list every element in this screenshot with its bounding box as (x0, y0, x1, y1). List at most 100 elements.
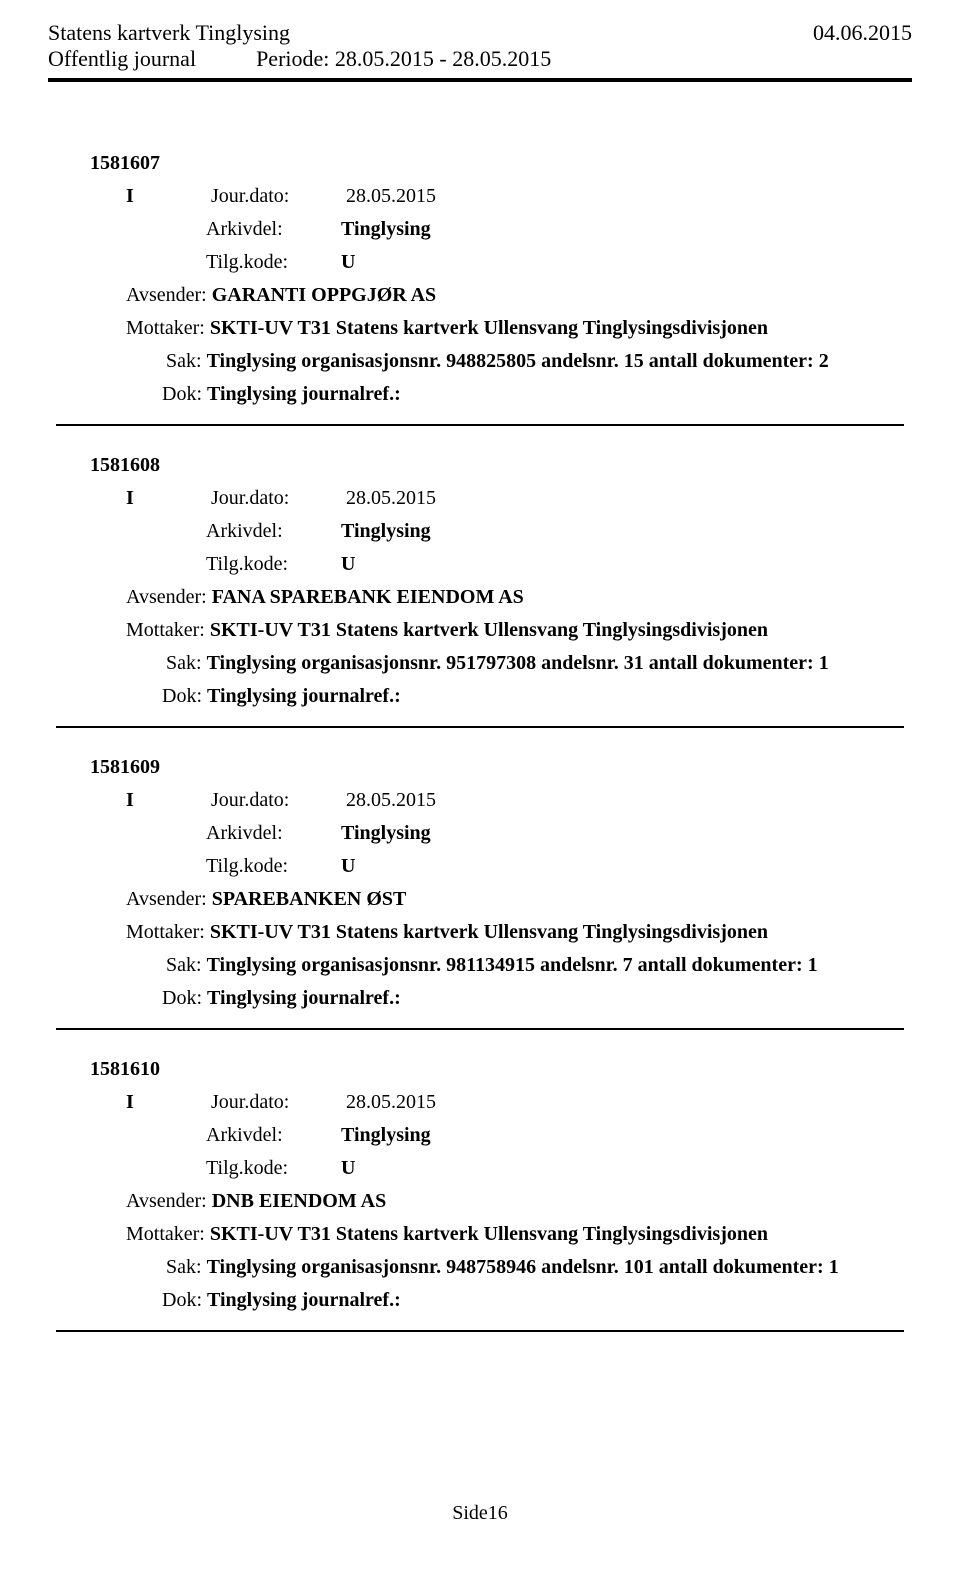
sak-value: Tinglysing organisasjonsnr. 981134915 an… (207, 954, 818, 976)
jourdato-label: Jour.dato: (211, 789, 341, 812)
dok-row: Dok: Tinglysing journalref.: (162, 383, 904, 406)
mottaker-row: Mottaker: SKTI-UV T31 Statens kartverk U… (126, 317, 904, 340)
sak-label: Sak: (166, 954, 202, 977)
sak-row: Sak: Tinglysing organisasjonsnr. 9488258… (166, 350, 904, 373)
sak-value: Tinglysing organisasjonsnr. 951797308 an… (207, 652, 829, 674)
tilgkode-value: U (341, 855, 355, 877)
jourdato-row: I Jour.dato: 28.05.2015 (126, 1091, 904, 1114)
mottaker-label: Mottaker: (126, 317, 205, 340)
sak-row: Sak: Tinglysing organisasjonsnr. 9487589… (166, 1256, 904, 1279)
journal-entry: 1581607 I Jour.dato: 28.05.2015 Arkivdel… (48, 152, 912, 426)
avsender-value: GARANTI OPPGJØR AS (212, 284, 436, 306)
arkivdel-label: Arkivdel: (206, 218, 336, 241)
dok-row: Dok: Tinglysing journalref.: (162, 1289, 904, 1312)
tilgkode-label: Tilg.kode: (206, 855, 336, 878)
jourdato-value: 28.05.2015 (346, 185, 436, 207)
arkivdel-row: Arkivdel: Tinglysing (206, 1124, 904, 1147)
entry-id: 1581609 (90, 756, 904, 779)
tilgkode-label: Tilg.kode: (206, 553, 336, 576)
arkivdel-label: Arkivdel: (206, 822, 336, 845)
entry-id: 1581608 (90, 454, 904, 477)
dok-value: Tinglysing journalref.: (207, 685, 401, 707)
avsender-label: Avsender: (126, 888, 207, 911)
jourdato-value: 28.05.2015 (346, 487, 436, 509)
entry-body: I Jour.dato: 28.05.2015 Arkivdel: Tingly… (126, 789, 904, 1010)
dok-value: Tinglysing journalref.: (207, 987, 401, 1009)
avsender-label: Avsender: (126, 1190, 207, 1213)
arkivdel-value: Tinglysing (341, 218, 431, 240)
avsender-row: Avsender: DNB EIENDOM AS (126, 1190, 904, 1213)
org-name: Statens kartverk Tinglysing (48, 20, 551, 46)
tilgkode-row: Tilg.kode: U (206, 553, 904, 576)
avsender-row: Avsender: SPAREBANKEN ØST (126, 888, 904, 911)
avsender-row: Avsender: GARANTI OPPGJØR AS (126, 284, 904, 307)
avsender-value: FANA SPAREBANK EIENDOM AS (212, 586, 524, 608)
arkivdel-label: Arkivdel: (206, 520, 336, 543)
avsender-row: Avsender: FANA SPAREBANK EIENDOM AS (126, 586, 904, 609)
tilgkode-label: Tilg.kode: (206, 251, 336, 274)
mottaker-label: Mottaker: (126, 619, 205, 642)
jourdato-label: Jour.dato: (211, 487, 341, 510)
header-row2: Offentlig journal Periode: 28.05.2015 - … (48, 46, 551, 72)
entry-body: I Jour.dato: 28.05.2015 Arkivdel: Tingly… (126, 1091, 904, 1312)
entry-rule (56, 1330, 904, 1332)
arkivdel-row: Arkivdel: Tinglysing (206, 822, 904, 845)
entry-id: 1581610 (90, 1058, 904, 1081)
entry-body: I Jour.dato: 28.05.2015 Arkivdel: Tingly… (126, 487, 904, 708)
entries: 1581607 I Jour.dato: 28.05.2015 Arkivdel… (48, 152, 912, 1332)
jourdato-row: I Jour.dato: 28.05.2015 (126, 487, 904, 510)
sak-label: Sak: (166, 350, 202, 373)
arkivdel-value: Tinglysing (341, 520, 431, 542)
period: Periode: 28.05.2015 - 28.05.2015 (256, 46, 551, 72)
period-value: 28.05.2015 - 28.05.2015 (335, 46, 551, 71)
sak-label: Sak: (166, 1256, 202, 1279)
arkivdel-row: Arkivdel: Tinglysing (206, 520, 904, 543)
entry-body: I Jour.dato: 28.05.2015 Arkivdel: Tingly… (126, 185, 904, 406)
arkivdel-label: Arkivdel: (206, 1124, 336, 1147)
io-label: I (126, 1091, 206, 1114)
jourdato-row: I Jour.dato: 28.05.2015 (126, 185, 904, 208)
arkivdel-row: Arkivdel: Tinglysing (206, 218, 904, 241)
mottaker-label: Mottaker: (126, 921, 205, 944)
tilgkode-row: Tilg.kode: U (206, 855, 904, 878)
sak-row: Sak: Tinglysing organisasjonsnr. 9811349… (166, 954, 904, 977)
header-left: Statens kartverk Tinglysing Offentlig jo… (48, 20, 551, 72)
tilgkode-value: U (341, 553, 355, 575)
tilgkode-label: Tilg.kode: (206, 1157, 336, 1180)
header-date: 04.06.2015 (813, 20, 912, 72)
dok-label: Dok: (162, 383, 202, 406)
page-number: Side16 (48, 1502, 912, 1525)
jourdato-label: Jour.dato: (211, 1091, 341, 1114)
page: Statens kartverk Tinglysing Offentlig jo… (0, 0, 960, 1565)
dok-row: Dok: Tinglysing journalref.: (162, 987, 904, 1010)
mottaker-value: SKTI-UV T31 Statens kartverk Ullensvang … (210, 317, 768, 339)
jourdato-row: I Jour.dato: 28.05.2015 (126, 789, 904, 812)
journal-entry: 1581610 I Jour.dato: 28.05.2015 Arkivdel… (48, 1058, 912, 1332)
jourdato-label: Jour.dato: (211, 185, 341, 208)
io-label: I (126, 487, 206, 510)
mottaker-value: SKTI-UV T31 Statens kartverk Ullensvang … (210, 921, 768, 943)
mottaker-value: SKTI-UV T31 Statens kartverk Ullensvang … (210, 1223, 768, 1245)
dok-value: Tinglysing journalref.: (207, 1289, 401, 1311)
avsender-value: SPAREBANKEN ØST (212, 888, 407, 910)
tilgkode-row: Tilg.kode: U (206, 1157, 904, 1180)
io-label: I (126, 185, 206, 208)
mottaker-value: SKTI-UV T31 Statens kartverk Ullensvang … (210, 619, 768, 641)
page-header: Statens kartverk Tinglysing Offentlig jo… (48, 20, 912, 72)
journal-label: Offentlig journal (48, 46, 196, 72)
mottaker-row: Mottaker: SKTI-UV T31 Statens kartverk U… (126, 921, 904, 944)
mottaker-row: Mottaker: SKTI-UV T31 Statens kartverk U… (126, 1223, 904, 1246)
header-rule (48, 78, 912, 82)
period-label: Periode: (256, 46, 329, 71)
journal-entry: 1581609 I Jour.dato: 28.05.2015 Arkivdel… (48, 756, 912, 1030)
tilgkode-value: U (341, 251, 355, 273)
avsender-value: DNB EIENDOM AS (212, 1190, 386, 1212)
dok-row: Dok: Tinglysing journalref.: (162, 685, 904, 708)
dok-label: Dok: (162, 987, 202, 1010)
tilgkode-row: Tilg.kode: U (206, 251, 904, 274)
arkivdel-value: Tinglysing (341, 1124, 431, 1146)
tilgkode-value: U (341, 1157, 355, 1179)
sak-value: Tinglysing organisasjonsnr. 948825805 an… (207, 350, 829, 372)
mottaker-label: Mottaker: (126, 1223, 205, 1246)
mottaker-row: Mottaker: SKTI-UV T31 Statens kartverk U… (126, 619, 904, 642)
